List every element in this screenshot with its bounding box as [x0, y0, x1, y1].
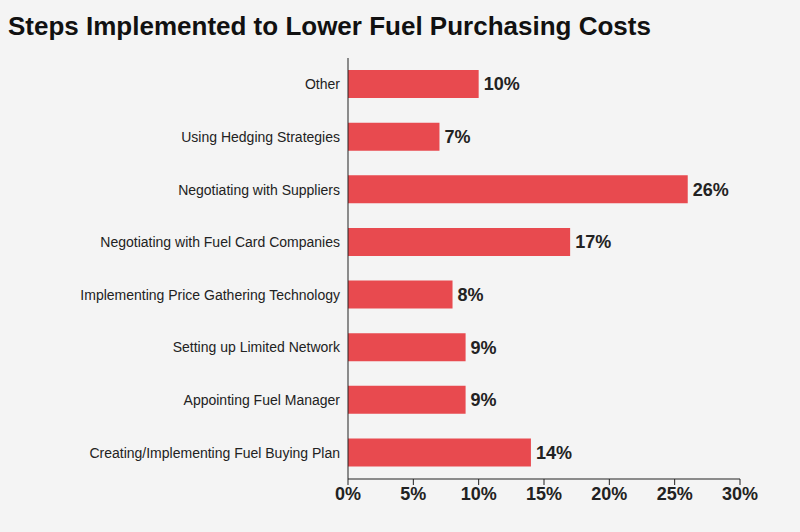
svg-text:30%: 30% — [722, 484, 758, 504]
svg-text:9%: 9% — [471, 390, 497, 410]
svg-text:8%: 8% — [458, 285, 484, 305]
svg-text:5%: 5% — [400, 484, 426, 504]
svg-text:Other: Other — [305, 76, 340, 92]
svg-text:9%: 9% — [471, 338, 497, 358]
svg-text:Negotiating with Suppliers: Negotiating with Suppliers — [178, 182, 340, 198]
svg-text:26%: 26% — [693, 180, 729, 200]
svg-text:Using Hedging Strategies: Using Hedging Strategies — [181, 129, 340, 145]
svg-text:Negotiating with Fuel Card Com: Negotiating with Fuel Card Companies — [100, 234, 340, 250]
svg-text:10%: 10% — [484, 74, 520, 94]
svg-text:20%: 20% — [591, 484, 627, 504]
svg-text:14%: 14% — [536, 443, 572, 463]
svg-text:17%: 17% — [575, 232, 611, 252]
svg-text:15%: 15% — [526, 484, 562, 504]
svg-text:10%: 10% — [461, 484, 497, 504]
svg-text:Implementing Price Gathering T: Implementing Price Gathering Technology — [80, 287, 340, 303]
svg-text:Setting up Limited Network: Setting up Limited Network — [173, 339, 341, 355]
html-text:Steps Implemented to Lower Fue: Steps Implemented to Lower Fuel Purchasi… — [8, 11, 651, 41]
svg-text:7%: 7% — [444, 127, 470, 147]
svg-text:Appointing Fuel Manager: Appointing Fuel Manager — [184, 392, 341, 408]
svg-text:25%: 25% — [657, 484, 693, 504]
svg-text:0%: 0% — [335, 484, 361, 504]
svg-text:Creating/Implementing Fuel Buy: Creating/Implementing Fuel Buying Plan — [89, 445, 340, 461]
